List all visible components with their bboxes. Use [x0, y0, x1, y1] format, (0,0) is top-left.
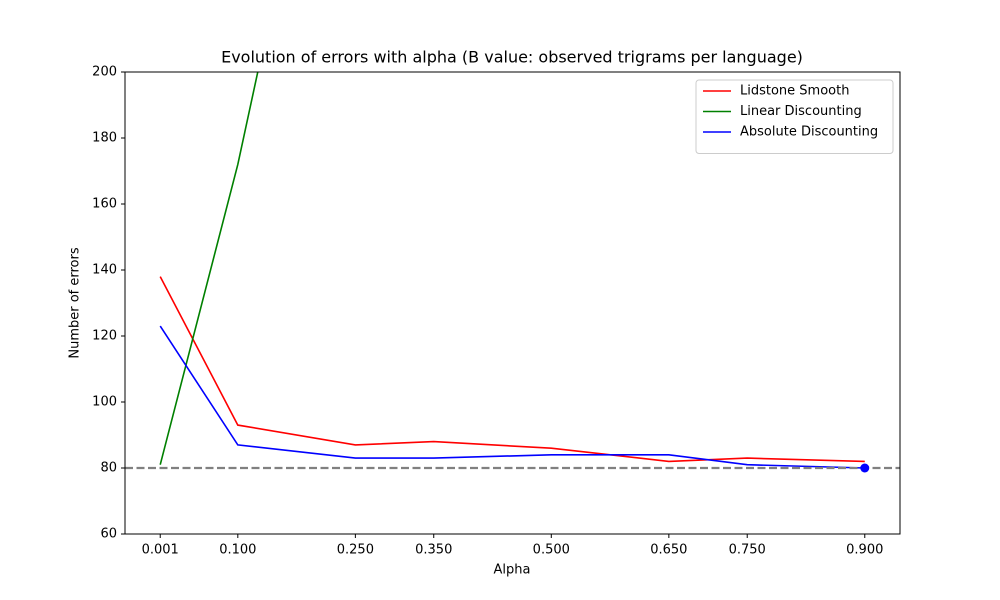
- plot-area: [125, 72, 900, 473]
- highlight-point: [860, 463, 870, 473]
- y-tick-label: 160: [92, 197, 117, 212]
- x-tick-label: 0.001: [142, 543, 179, 558]
- series-line: [159, 325, 865, 469]
- y-tick-label: 120: [92, 329, 117, 344]
- x-tick-label: 0.350: [415, 543, 452, 558]
- axes-frame: [124, 71, 901, 535]
- x-tick-label: 0.500: [533, 543, 570, 558]
- legend-label: Absolute Discounting: [740, 125, 878, 140]
- y-tick-label: 180: [92, 131, 117, 146]
- x-tick-label: 0.900: [846, 543, 883, 558]
- x-tick-label: 0.250: [337, 543, 374, 558]
- legend-label: Lidstone Smooth: [740, 84, 849, 99]
- x-tick-label: 0.650: [650, 543, 687, 558]
- y-tick-label: 200: [92, 65, 117, 80]
- y-tick-label: 140: [92, 263, 117, 278]
- series-line: [159, 276, 865, 463]
- series-line: [159, 72, 259, 465]
- legend-label: Linear Discounting: [740, 104, 862, 119]
- x-axis-label: Alpha: [494, 563, 531, 578]
- y-tick-label: 60: [100, 527, 117, 542]
- legend-box: [695, 79, 894, 154]
- x-tick-label: 0.750: [729, 543, 766, 558]
- x-tick-label: 0.100: [219, 543, 256, 558]
- chart-title: Evolution of errors with alpha (B value:…: [221, 48, 803, 67]
- y-tick-label: 80: [100, 461, 117, 476]
- y-tick-label: 100: [92, 395, 117, 410]
- y-axis-label: Number of errors: [68, 247, 83, 358]
